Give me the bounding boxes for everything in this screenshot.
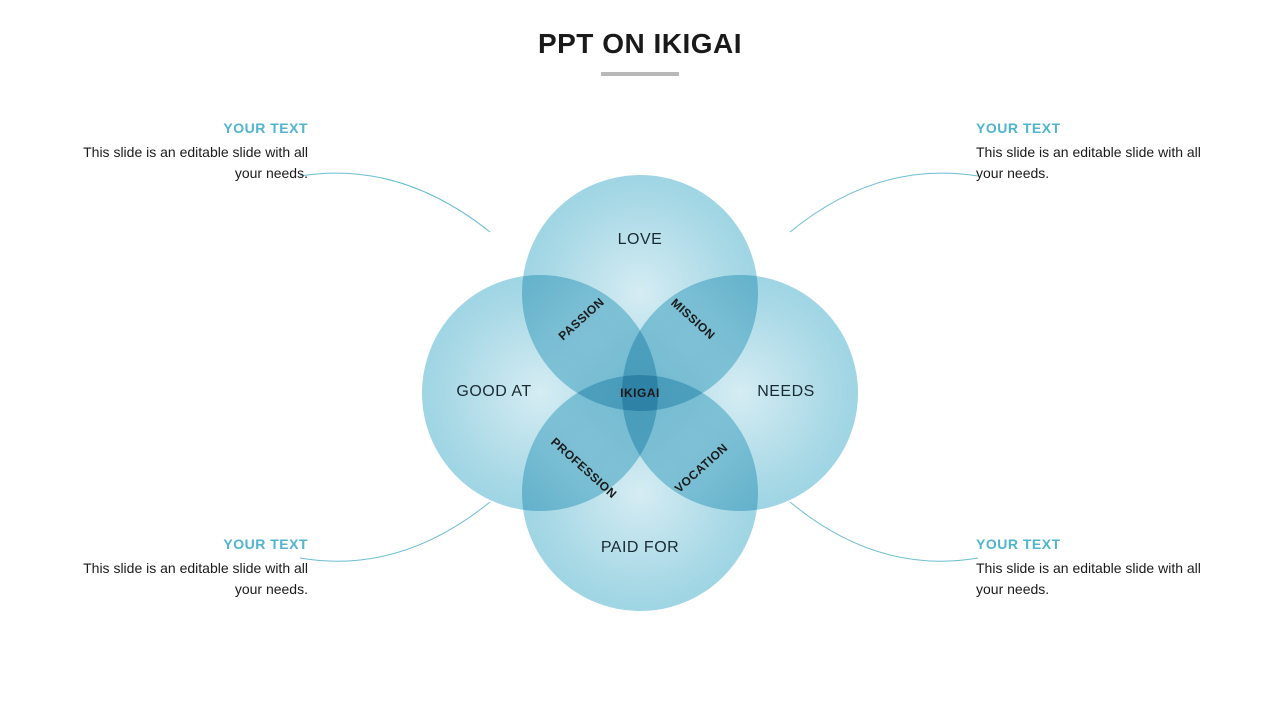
label-ikigai: IKIGAI xyxy=(410,173,870,613)
slide-title: PPT ON IKIGAI xyxy=(0,28,1280,60)
callout-top-right: YOUR TEXT This slide is an editable slid… xyxy=(976,120,1206,184)
ikigai-venn: LOVE GOOD AT NEEDS PAID FOR PASSION MISS… xyxy=(410,173,870,633)
callout-body: This slide is an editable slide with all… xyxy=(78,558,308,600)
callout-bottom-right: YOUR TEXT This slide is an editable slid… xyxy=(976,536,1206,600)
callout-title: YOUR TEXT xyxy=(976,120,1206,136)
callout-title: YOUR TEXT xyxy=(78,120,308,136)
callout-title: YOUR TEXT xyxy=(78,536,308,552)
slide: PPT ON IKIGAI LOVE GOOD AT NEEDS PAID FO… xyxy=(0,0,1280,720)
callout-bottom-left: YOUR TEXT This slide is an editable slid… xyxy=(78,536,308,600)
title-underline xyxy=(601,72,679,76)
center-text: IKIGAI xyxy=(620,386,660,400)
callout-body: This slide is an editable slide with all… xyxy=(976,142,1206,184)
callout-body: This slide is an editable slide with all… xyxy=(976,558,1206,600)
callout-title: YOUR TEXT xyxy=(976,536,1206,552)
callout-top-left: YOUR TEXT This slide is an editable slid… xyxy=(78,120,308,184)
callout-body: This slide is an editable slide with all… xyxy=(78,142,308,184)
